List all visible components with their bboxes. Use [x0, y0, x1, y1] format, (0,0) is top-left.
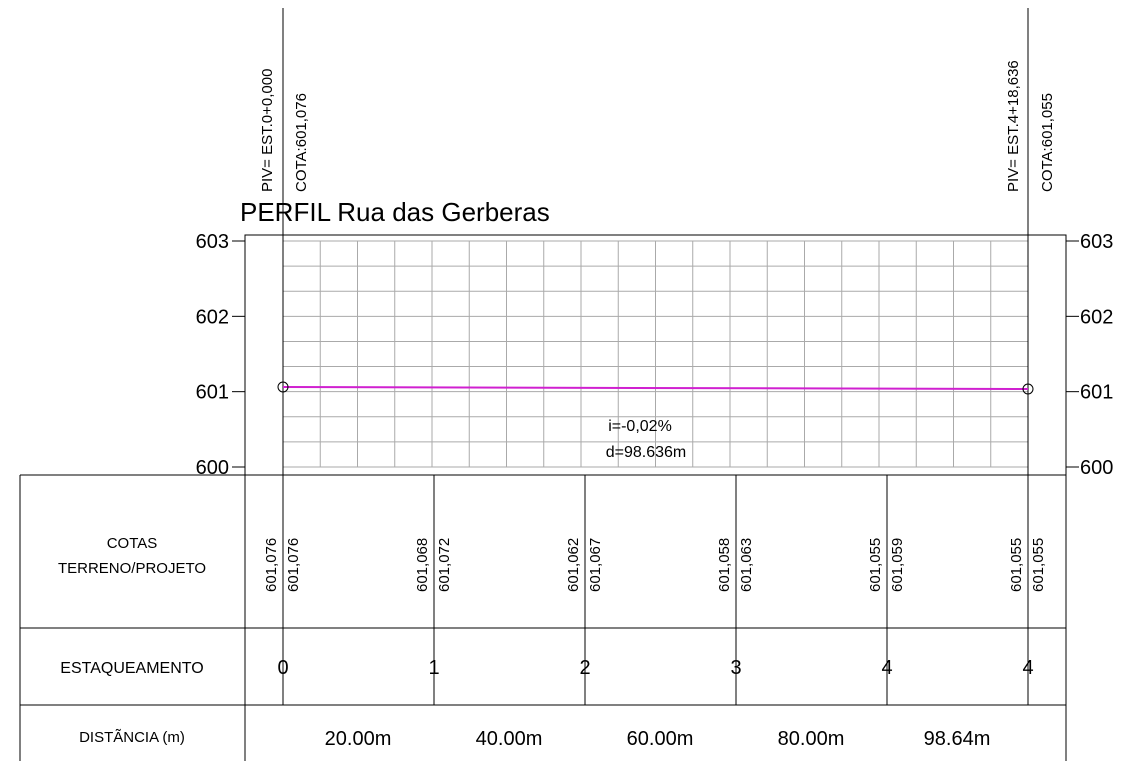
y-label: 602 — [196, 306, 229, 328]
estaca: 0 — [277, 657, 288, 679]
y-label: 602 — [1080, 306, 1113, 328]
distance: 80.00m — [778, 728, 845, 750]
terreno: 601,055 — [1008, 538, 1025, 592]
estaca: 2 — [579, 657, 590, 679]
row-label: TERRENO/PROJETO — [58, 560, 206, 577]
estaca: 1 — [428, 657, 439, 679]
distance: 20.00m — [325, 728, 392, 750]
table-body: 601,076 601,076 0 601,068 601,072 1 601,062 601… — [263, 475, 1047, 750]
y-label: 601 — [196, 382, 229, 404]
projeto: 601,059 — [889, 538, 906, 592]
terreno: 601,076 — [263, 538, 280, 592]
terreno: 601,068 — [414, 538, 431, 592]
projeto: 601,072 — [436, 538, 453, 592]
piv-elevation: COTA:601,076 — [293, 93, 310, 192]
profile-line — [282, 386, 1029, 390]
distance: 98.64m — [924, 728, 991, 750]
row-label: ESTAQUEAMENTO — [60, 660, 203, 677]
y-label: 600 — [1080, 457, 1113, 479]
slope-label: i=-0,02% — [608, 418, 672, 435]
projeto: 601,055 — [1030, 538, 1047, 592]
estaca: 4 — [881, 657, 892, 679]
piv-marker — [1022, 383, 1034, 395]
length-label: d=98.636m — [606, 444, 687, 461]
row-label: COTAS — [107, 535, 158, 552]
piv-marker — [277, 381, 289, 393]
terreno: 601,062 — [565, 538, 582, 592]
row-label: DISTÃNCIA (m) — [79, 729, 185, 746]
terreno: 601,058 — [716, 538, 733, 592]
distance: 40.00m — [476, 728, 543, 750]
distance: 60.00m — [627, 728, 694, 750]
projeto: 601,063 — [738, 538, 755, 592]
y-label: 603 — [196, 231, 229, 253]
piv-station: PIV= EST.4+18,636 — [1005, 60, 1022, 192]
piv-elevation: COTA:601,055 — [1039, 93, 1056, 192]
y-label: 600 — [196, 457, 229, 479]
y-label: 601 — [1080, 382, 1113, 404]
projeto: 601,076 — [285, 538, 302, 592]
grid — [282, 240, 1029, 468]
piv-station: PIV= EST.0+0,000 — [259, 69, 276, 192]
y-label: 603 — [1080, 231, 1113, 253]
estaca: 4 — [1022, 657, 1033, 679]
estaca: 3 — [730, 657, 741, 679]
title: PERFIL Rua das Gerberas — [240, 197, 550, 227]
terreno: 601,055 — [867, 538, 884, 592]
projeto: 601,067 — [587, 538, 604, 592]
axes: 603 603 602 602 601 601 600 600 — [196, 231, 1114, 479]
